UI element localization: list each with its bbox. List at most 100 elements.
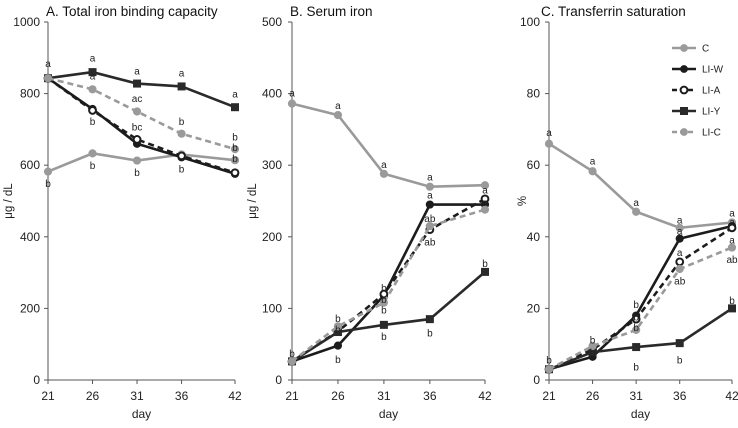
series-line [47,152,236,173]
significance-label: a [45,59,51,70]
significance-label: b [590,336,596,347]
x-tick-label: 36 [175,389,189,403]
x-axis-label: day [132,407,151,421]
significance-label: b [633,312,639,323]
x-tick-label: 31 [377,389,391,403]
significance-label: b [590,348,596,359]
significance-label: a [546,128,552,139]
legend: C LI-W LI-A LI-Y LI-C [672,44,724,139]
data-point [88,106,97,115]
significance-label: a [335,101,341,112]
significance-label: b [289,349,295,360]
y-tick-label: 800 [20,87,40,101]
panel-3: C. Transferrin saturation 0 20 40 60 80 100 21 2… [517,4,738,421]
significance-label: b [482,259,488,270]
significance-label: b [232,132,238,143]
legend-label: LI-C [702,128,721,139]
significance-label: a [427,172,433,183]
significance-label: b [335,325,341,336]
x-tick-label: 26 [331,389,345,403]
legend-entry-c: C [672,44,709,55]
legend-entry-li-w: LI-W [672,65,724,76]
series-line [548,142,733,230]
data-point [425,221,434,231]
x-tick-label: 31 [130,389,144,403]
series-line [291,197,486,363]
y-tick-label: 0 [33,373,40,387]
significance-label: b [335,355,341,366]
data-point [132,107,142,116]
significance-label: a [633,198,639,209]
data-point [379,320,388,329]
significance-label: a [729,217,735,228]
data-point [230,156,240,165]
data-point [727,243,737,252]
data-point [425,315,434,324]
significance-label: a [677,226,683,237]
significance-label: a [134,66,140,77]
x-tick-label: 42 [725,389,738,403]
legend-label: LI-A [702,86,721,97]
data-point [88,149,97,158]
data-point [43,167,53,176]
series-c [43,149,240,176]
data-point [88,85,97,94]
significance-label: a [90,54,96,65]
data-point [177,129,186,138]
data-point [675,339,684,348]
panel-1: A. Total iron binding capacity 0 200 400 600… [3,4,242,421]
x-axis-label: day [379,407,398,421]
significance-label: a [482,185,488,196]
significance-label: a [427,190,433,201]
legend-label: LI-W [702,65,724,76]
significance-label: ab [674,277,686,288]
series-li-a [287,194,490,366]
x-tick-label: 26 [86,389,100,403]
y-axis-label: μg / dL [247,183,259,219]
significance-label: a [232,89,238,100]
data-point [481,267,489,276]
legend-marker [679,85,689,95]
series-line [291,102,486,189]
legend-entry-li-a: LI-A [672,86,721,97]
significance-label: a [677,216,683,227]
data-point [675,223,684,232]
series-line [47,77,236,174]
legend-entry-li-c: LI-C [672,128,721,139]
significance-label: b [381,306,387,317]
data-point [544,139,554,148]
data-point [631,314,641,324]
x-tick-label: 31 [629,389,643,403]
series-li-a [544,223,737,374]
significance-label: a [90,71,96,82]
significance-label: b [45,179,51,190]
significance-label: a [590,157,596,168]
data-point [728,304,736,313]
data-point [132,135,142,144]
significance-label: bc [132,123,143,134]
data-point [230,144,240,154]
y-axis-label: μg / dL [3,183,15,219]
x-tick-label: 26 [586,389,600,403]
data-point [632,207,641,216]
series-li-y [288,267,489,366]
x-tick-label: 21 [542,389,556,403]
y-tick-label: 100 [262,301,282,315]
significance-label: ab [424,238,436,249]
significance-label: b [179,164,185,175]
data-point [675,264,684,274]
series-li-y [545,304,736,374]
data-point [230,168,240,178]
series-li-c [287,205,490,366]
y-tick-label: 100 [520,15,540,29]
series-line [291,203,485,363]
significance-label: a [729,235,735,246]
series-line [47,76,236,151]
series-line [548,226,733,371]
significance-label: ac [132,94,143,105]
data-point [333,322,343,331]
data-point [287,99,297,108]
x-tick-label: 21 [285,389,299,403]
significance-label: a [381,160,387,171]
